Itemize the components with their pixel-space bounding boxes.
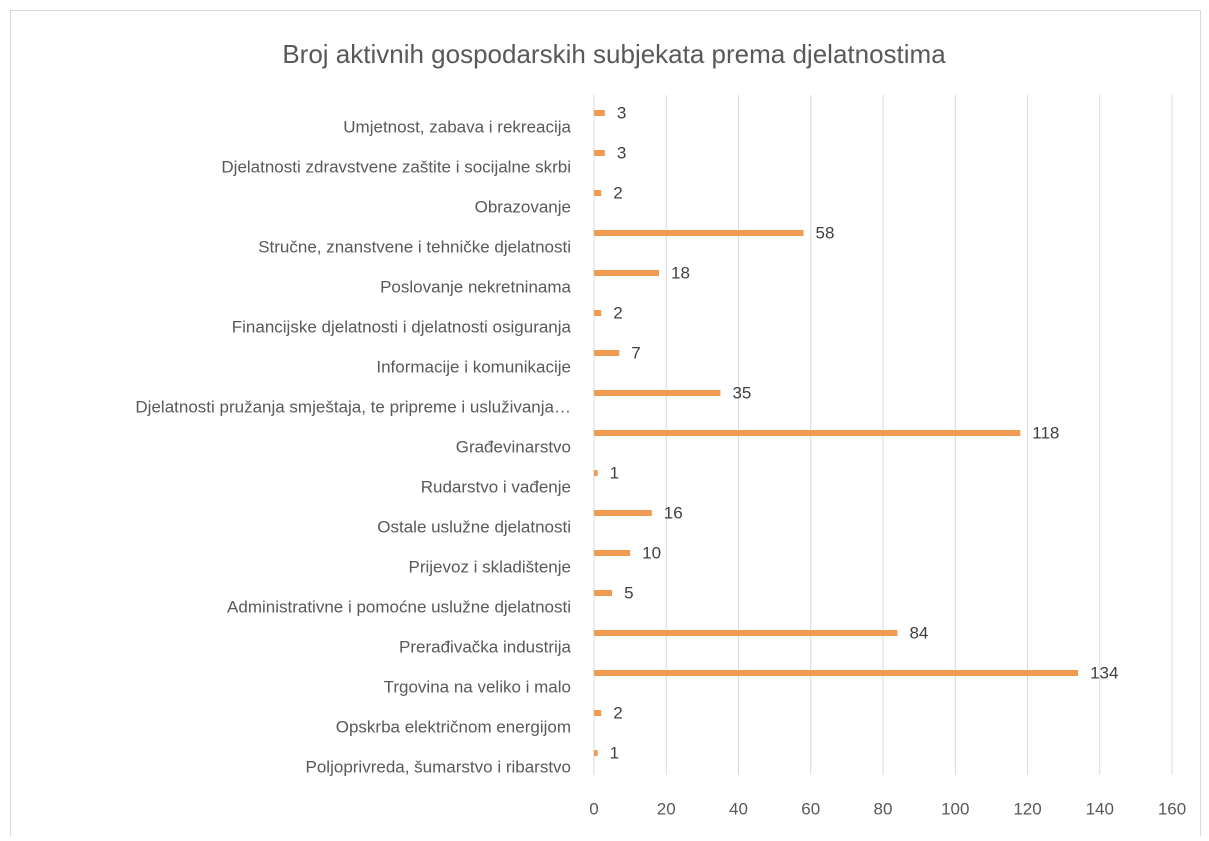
data-label: 1 (610, 463, 619, 482)
bar (594, 550, 631, 556)
y-tick-label: Ostale uslužne djelatnosti (377, 517, 571, 536)
y-tick-label: Trgovina na veliko i malo (384, 677, 571, 696)
bar (594, 110, 605, 116)
y-tick-label: Poljoprivreda, šumarstvo i ribarstvo (306, 757, 571, 776)
x-tick-label: 60 (801, 799, 820, 818)
y-tick-label: Informacije i komunikacije (376, 357, 571, 376)
data-label: 10 (642, 543, 661, 562)
bar (594, 630, 898, 636)
bar (594, 390, 721, 396)
data-label: 18 (671, 263, 690, 282)
bar (594, 310, 602, 316)
bar (594, 230, 804, 236)
y-tick-label: Prerađivačka industrija (399, 637, 572, 656)
x-tick-label: 140 (1086, 799, 1114, 818)
data-label: 7 (631, 343, 640, 362)
y-tick-label: Administrativne i pomoćne uslužne djelat… (227, 597, 571, 616)
data-label: 3 (617, 143, 626, 162)
x-tick-label: 80 (874, 799, 893, 818)
x-tick-label: 120 (1013, 799, 1041, 818)
data-label: 35 (732, 383, 751, 402)
data-label: 134 (1090, 663, 1118, 682)
chart-border (10, 10, 1201, 841)
bar (594, 710, 602, 716)
y-tick-label: Obrazovanje (475, 197, 571, 216)
y-tick-label: Djelatnosti zdravstvene zaštite i socija… (221, 157, 571, 176)
data-label: 2 (613, 703, 622, 722)
y-tick-label: Poslovanje nekretninama (380, 277, 571, 296)
y-tick-label: Umjetnost, zabava i rekreacija (343, 117, 571, 136)
data-label: 16 (664, 503, 683, 522)
y-tick-label: Rudarstvo i vađenje (421, 477, 571, 496)
data-label: 1 (610, 743, 619, 762)
y-tick-label: Prijevoz i skladištenje (408, 557, 571, 576)
bar (594, 750, 598, 756)
data-label: 2 (613, 183, 622, 202)
data-label: 118 (1032, 423, 1059, 442)
y-tick-label: Stručne, znanstvene i tehničke djelatnos… (258, 237, 571, 256)
bar (594, 670, 1079, 676)
y-tick-label: Opskrba električnom energijom (336, 717, 571, 736)
bar (594, 510, 652, 516)
data-label: 2 (613, 303, 622, 322)
x-tick-label: 40 (729, 799, 748, 818)
bar (594, 590, 613, 596)
data-label: 3 (617, 103, 626, 122)
y-tick-label: Djelatnosti pružanja smještaja, te pripr… (135, 397, 571, 416)
x-tick-label: 100 (941, 799, 969, 818)
bar (594, 150, 605, 156)
chart-title: Broj aktivnih gospodarskih subjekata pre… (282, 39, 946, 69)
x-tick-label: 160 (1158, 799, 1186, 818)
data-label: 58 (816, 223, 835, 242)
bar (594, 270, 660, 276)
y-tick-label: Financijske djelatnosti i djelatnosti os… (232, 317, 572, 336)
x-tick-label: 20 (657, 799, 676, 818)
bar (594, 470, 598, 476)
data-label: 84 (909, 623, 928, 642)
y-tick-label: Građevinarstvo (456, 437, 571, 456)
bar (594, 190, 602, 196)
data-label: 5 (624, 583, 633, 602)
bar (594, 350, 620, 356)
x-tick-label: 0 (589, 799, 598, 818)
bar (594, 430, 1021, 436)
